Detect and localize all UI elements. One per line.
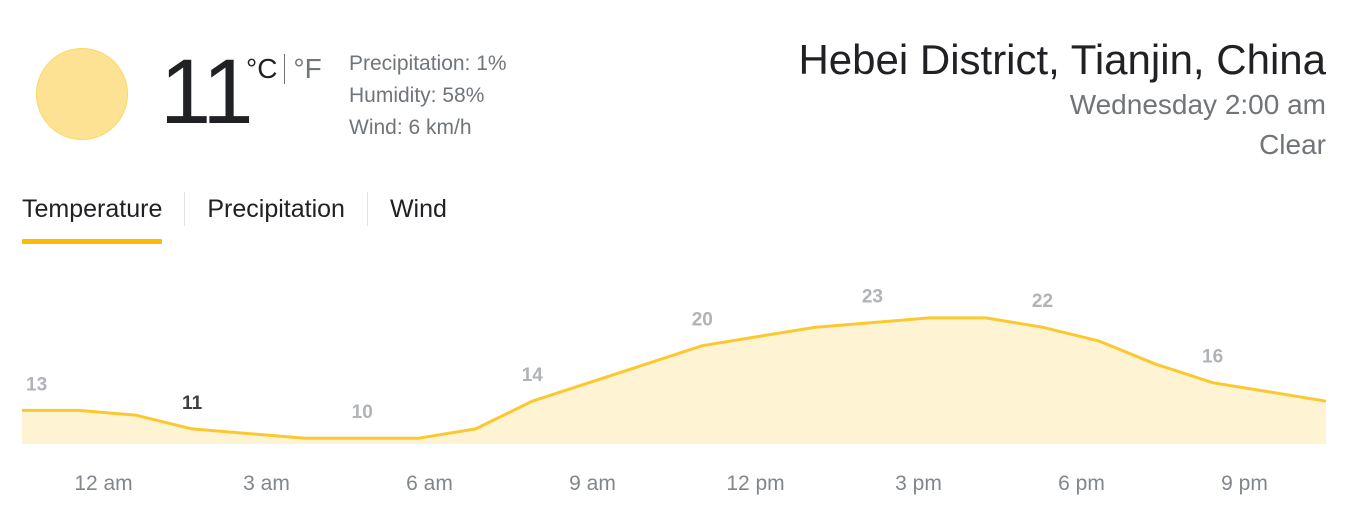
weather-details: Precipitation: 1% Humidity: 58% Wind: 6 … <box>349 48 507 144</box>
value-label: 14 <box>522 365 544 386</box>
value-label: 13 <box>26 374 47 395</box>
unit-fahrenheit-button[interactable]: °F <box>293 53 322 84</box>
value-label: 23 <box>862 287 883 308</box>
tab-wind[interactable]: Wind <box>389 195 447 223</box>
x-tick-label: 9 am <box>569 472 616 495</box>
datetime-text: Wednesday 2:00 am <box>1069 89 1326 120</box>
unit-toggle: °C °F <box>246 52 322 86</box>
value-label: 22 <box>1032 291 1053 312</box>
value-label: 16 <box>1202 347 1223 368</box>
unit-divider <box>284 54 286 84</box>
chart-tabs: Temperature Precipitation Wind <box>22 188 447 244</box>
unit-celsius-button[interactable]: °C <box>246 53 278 84</box>
temperature-area <box>22 317 1326 444</box>
sun-icon <box>36 48 128 140</box>
value-label: 11 <box>182 393 203 414</box>
temperature-line <box>22 316 1327 440</box>
value-label: 10 <box>352 402 373 423</box>
tab-divider <box>184 192 186 226</box>
condition-text: Clear <box>1259 129 1326 160</box>
value-label: 20 <box>692 310 713 331</box>
wind-text: Wind: 6 km/h <box>349 116 472 139</box>
current-temperature: 11 <box>160 41 254 143</box>
x-tick-label: 6 pm <box>1058 472 1105 495</box>
precipitation-text: Precipitation: 1% <box>349 52 507 75</box>
x-tick-label: 9 pm <box>1221 472 1268 495</box>
x-tick-label: 12 am <box>74 472 132 495</box>
x-tick-label: 3 pm <box>895 472 942 495</box>
tab-divider <box>366 192 368 226</box>
humidity-text: Humidity: 58% <box>349 84 485 107</box>
x-tick-label: 12 pm <box>726 472 784 495</box>
tab-precipitation[interactable]: Precipitation <box>207 195 345 223</box>
x-tick-label: 3 am <box>243 472 290 495</box>
location-title: Hebei District, Tianjin, China <box>798 36 1326 83</box>
tab-temperature[interactable]: Temperature <box>22 188 163 244</box>
temperature-chart: 13 11 10 14 20 23 22 16 12 am 3 am 6 am 9 am 12 pm 3 … <box>22 287 1327 495</box>
x-tick-label: 6 am <box>406 472 453 495</box>
